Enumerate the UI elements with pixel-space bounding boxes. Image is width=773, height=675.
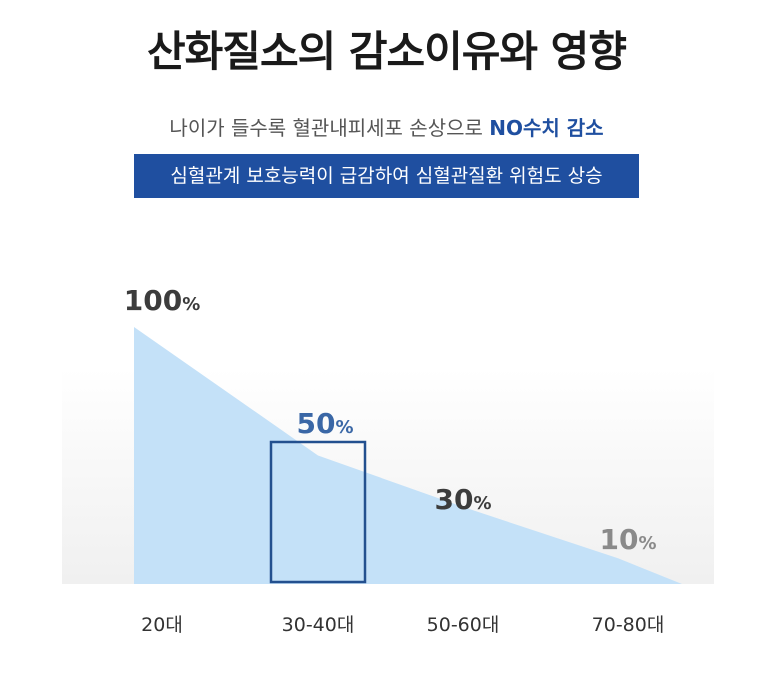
page-title: 산화질소의 감소이유와 영향 (147, 27, 627, 76)
subtitle-main: 나이가 들수록 혈관내피세포 손상으로 (169, 116, 490, 140)
value-unit: % (182, 294, 200, 315)
category-label: 20대 (141, 614, 183, 636)
highlight-box (269, 440, 367, 584)
summary-banner: 심혈관계 보호능력이 급감하여 심혈관질환 위험도 상승 (134, 154, 639, 198)
value-number: 50 (296, 407, 335, 440)
category-label: 50-60대 (427, 614, 500, 636)
value-label: 10% (599, 523, 656, 556)
subtitle-highlight: NO수치 감소 (489, 116, 604, 140)
value-unit: % (335, 417, 353, 438)
value-label: 50% (296, 407, 353, 440)
value-label: 30% (434, 483, 491, 516)
subtitle: 나이가 들수록 혈관내피세포 손상으로 NO수치 감소 (0, 112, 773, 141)
value-label: 100% (124, 284, 201, 317)
category-label: 70-80대 (592, 614, 665, 636)
value-number: 30 (434, 483, 473, 516)
value-unit: % (638, 533, 656, 554)
value-unit: % (473, 493, 491, 514)
category-label: 30-40대 (282, 614, 355, 636)
value-number: 100 (124, 284, 182, 317)
value-number: 10 (599, 523, 638, 556)
